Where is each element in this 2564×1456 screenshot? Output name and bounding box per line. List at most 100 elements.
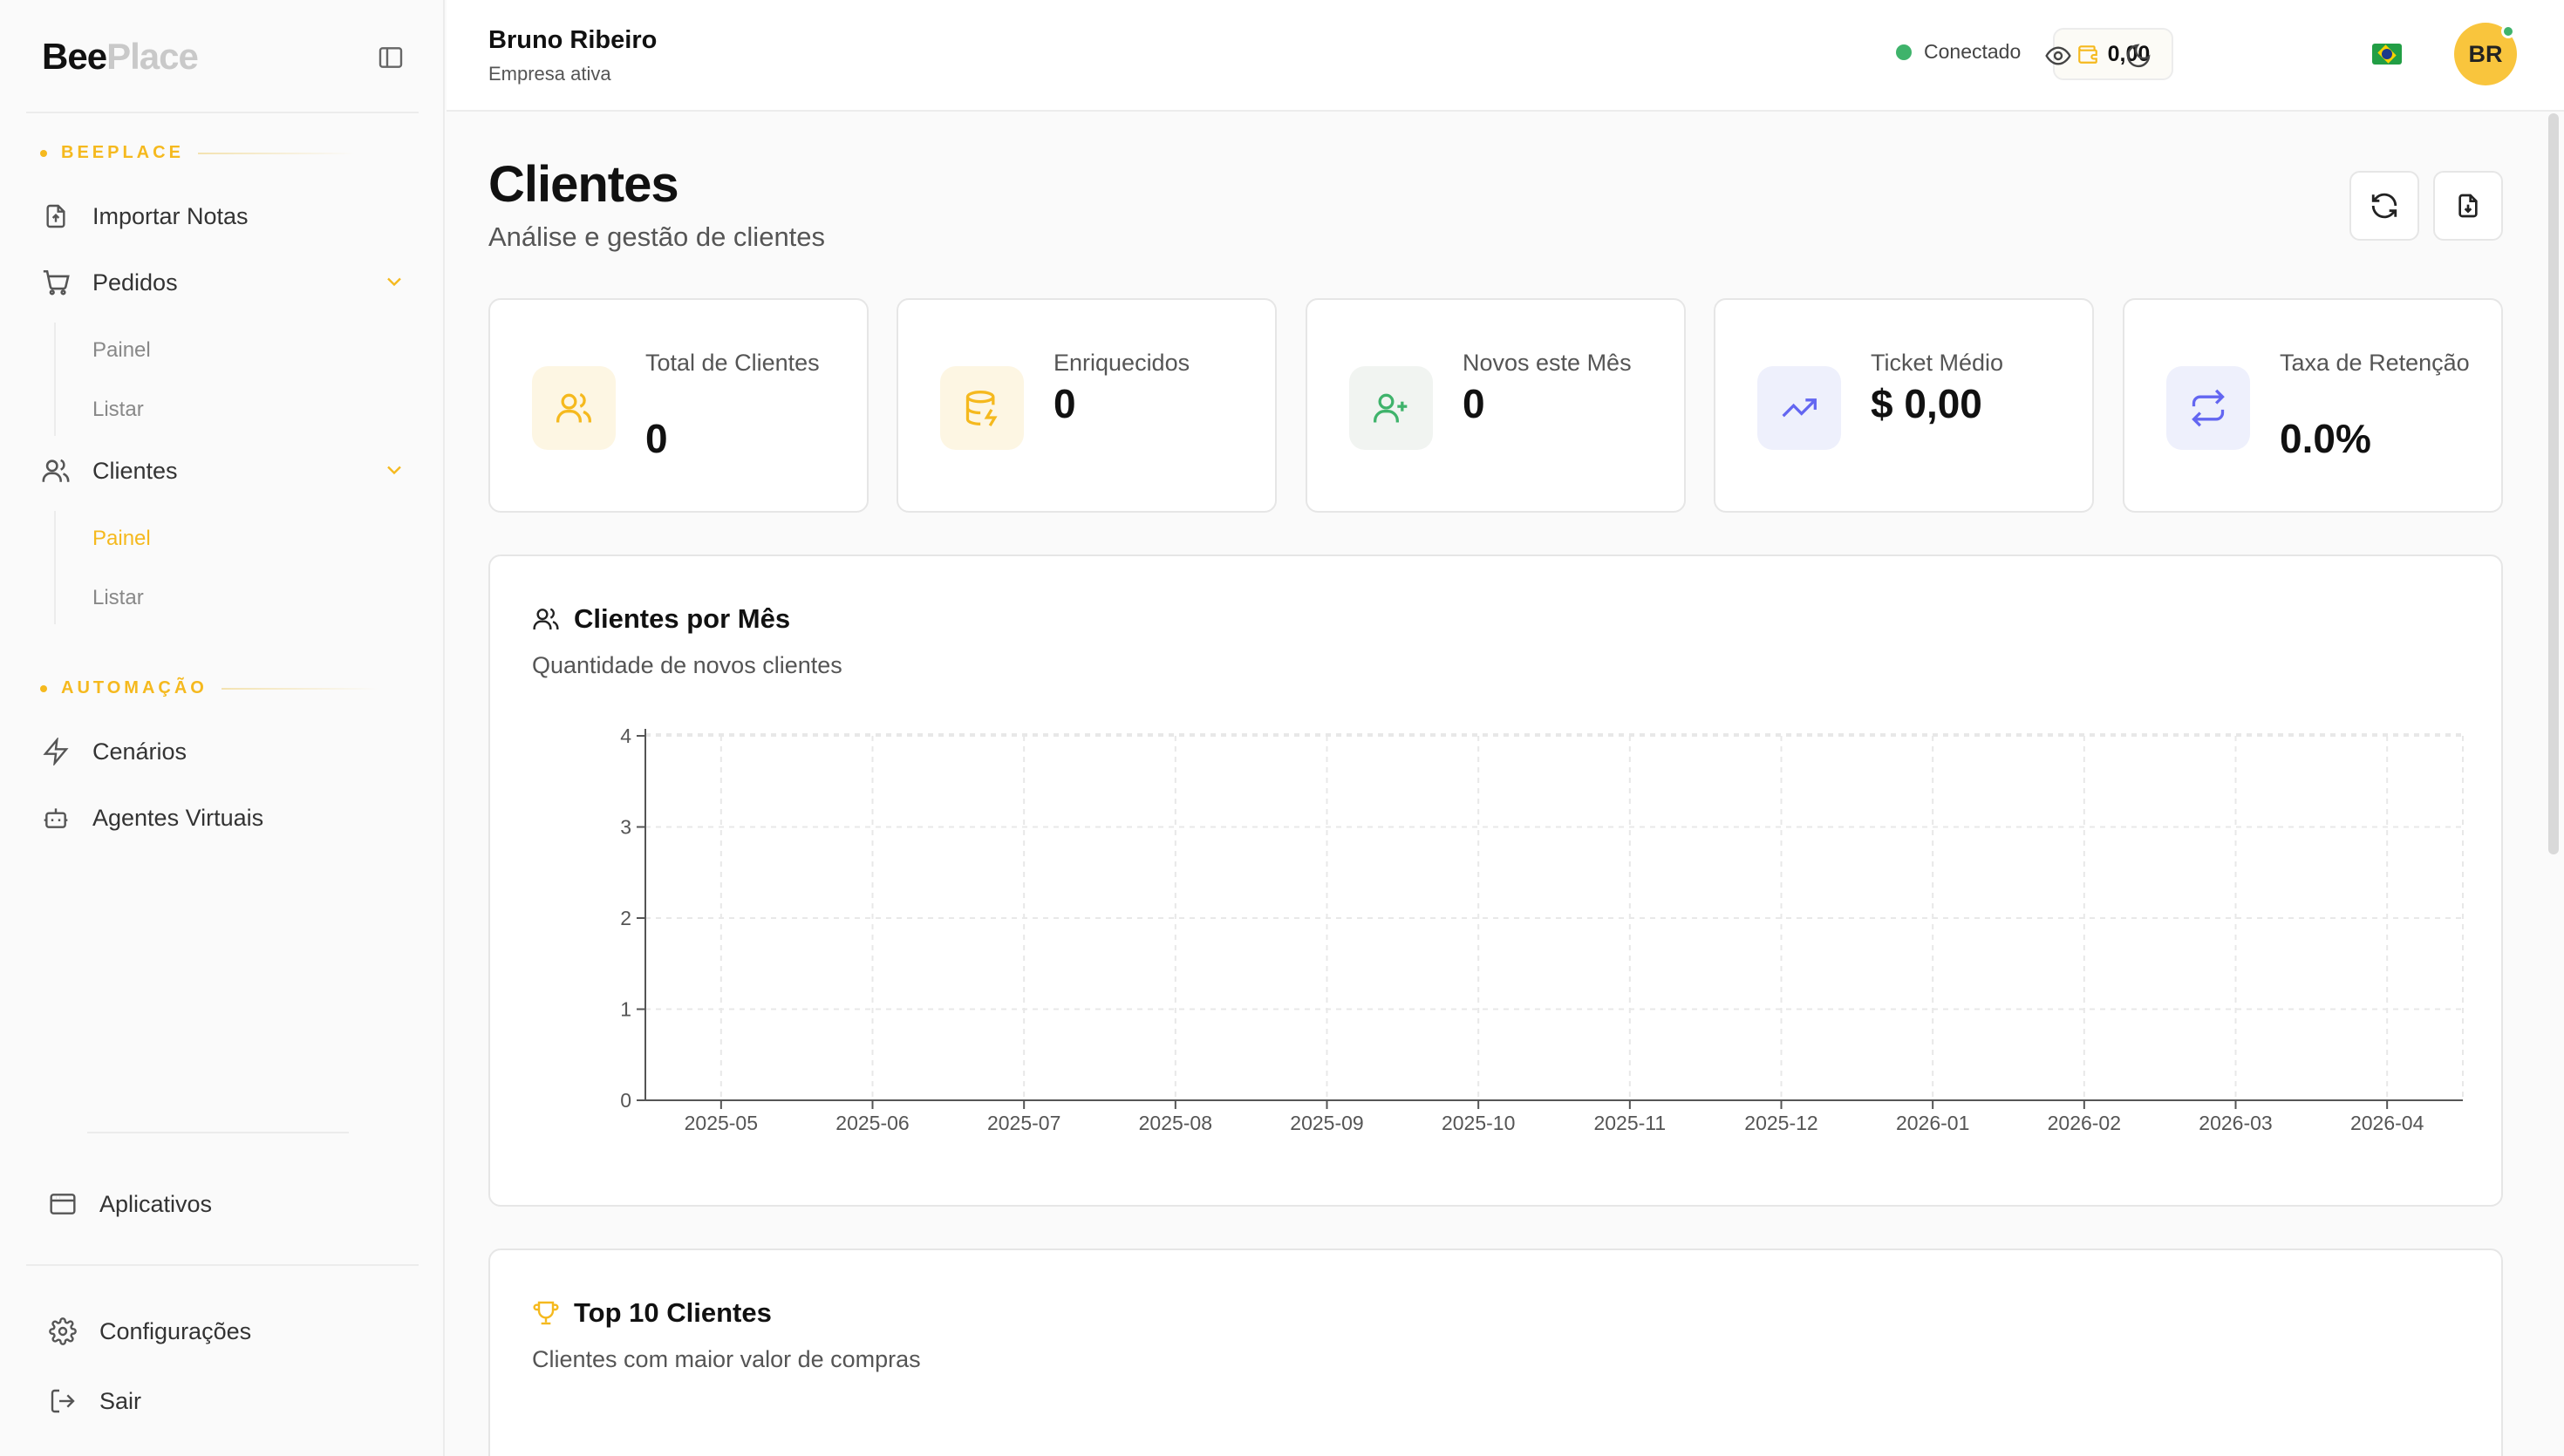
chart-subtitle: Quantidade de novos clientes	[532, 652, 842, 678]
y-tick-label: 2	[620, 907, 631, 929]
y-tick-label: 3	[620, 816, 631, 839]
stat-card-total-clientes: Total de Clientes 0	[488, 298, 869, 513]
sidebar-divider	[87, 1132, 349, 1133]
stat-label: Taxa de Retenção	[2280, 350, 2470, 376]
stat-label: Enriquecidos	[1054, 350, 1190, 376]
trophy-icon	[533, 1301, 559, 1325]
submenu-track	[54, 511, 56, 624]
refresh-icon	[2371, 193, 2397, 219]
stat-card-enriquecidos: Enriquecidos 0	[897, 298, 1277, 513]
stat-value: 0.0%	[2280, 416, 2371, 461]
sidebar-item-aplicativos[interactable]: Aplicativos	[47, 1180, 413, 1228]
panel-left-icon	[378, 47, 403, 68]
stat-label: Novos este Mês	[1463, 350, 1632, 376]
sidebar-divider	[26, 112, 419, 113]
sidebar-item-importar-notas[interactable]: Importar Notas	[40, 193, 406, 240]
x-tick-label: 2025-07	[987, 1112, 1060, 1134]
sidebar-item-label: Pedidos	[92, 269, 178, 296]
y-tick-label: 1	[620, 998, 631, 1021]
sidebar-divider	[26, 1264, 419, 1266]
wallet-icon	[2077, 45, 2097, 64]
top-clientes-title-text: Top 10 Clientes	[574, 1297, 772, 1328]
sidebar-item-sair[interactable]: Sair	[47, 1378, 413, 1425]
logo-text-place: Place	[106, 36, 199, 77]
connection-status: Conectado	[1896, 40, 2021, 64]
top-header: Bruno Ribeiro Empresa ativa Conectado 0,…	[447, 0, 2564, 112]
logo-text-bee: Bee	[42, 36, 107, 77]
wallet-balance-button[interactable]: 0,00	[2053, 28, 2173, 80]
stat-value: $ 0,00	[1871, 381, 1982, 426]
sidebar-subitem-pedidos-painel[interactable]: Painel	[92, 338, 151, 362]
database-zap-icon	[940, 366, 1024, 450]
chevron-down-icon[interactable]	[382, 269, 406, 300]
sidebar-item-configuracoes[interactable]: Configurações	[47, 1308, 413, 1355]
x-tick-label: 2025-09	[1290, 1112, 1363, 1134]
stat-value: 0	[645, 416, 668, 461]
moon-icon	[2126, 44, 2151, 68]
brazil-flag-icon[interactable]	[2372, 44, 2402, 65]
top-clientes-subtitle: Clientes com maior valor de compras	[532, 1346, 921, 1372]
x-tick-label: 2025-11	[1593, 1112, 1666, 1134]
sidebar-toggle-button[interactable]	[373, 40, 408, 75]
x-tick-label: 2025-05	[685, 1112, 758, 1134]
online-indicator	[2501, 24, 2515, 38]
clientes-por-mes-chart: 0 1 2 3 4 2025-05 2025-06 2025-07 2025-08 2025-09…	[620, 725, 2464, 1134]
gear-icon	[47, 1316, 78, 1347]
eye-icon	[2045, 46, 2071, 65]
logout-icon	[47, 1385, 78, 1417]
sidebar-item-clientes[interactable]: Clientes	[40, 447, 406, 494]
chart-panel-title: Clientes por Mês	[532, 603, 790, 635]
page-subtitle: Análise e gestão de clientes	[488, 221, 826, 252]
users-icon	[40, 455, 72, 486]
stat-card-ticket-medio: Ticket Médio $ 0,00	[1714, 298, 2094, 513]
stat-label: Total de Clientes	[645, 350, 820, 376]
avatar[interactable]: BR	[2454, 23, 2517, 85]
x-tick-label: 2025-10	[1442, 1112, 1515, 1134]
section-label-beeplace: BEEPLACE	[40, 143, 355, 163]
sidebar-item-label: Clientes	[92, 457, 178, 484]
theme-toggle-button[interactable]	[2119, 37, 2158, 75]
trending-up-icon	[1757, 366, 1841, 450]
sidebar-item-label: Importar Notas	[92, 202, 249, 229]
sidebar-subitem-pedidos-listar[interactable]: Listar	[92, 398, 144, 421]
visibility-toggle-button[interactable]	[2039, 37, 2077, 75]
stat-card-novos-mes: Novos este Mês 0	[1306, 298, 1686, 513]
y-tick-label: 0	[620, 1089, 631, 1112]
x-tick-label: 2025-12	[1744, 1112, 1817, 1134]
sidebar-subitem-clientes-painel[interactable]: Painel	[92, 527, 151, 550]
sidebar-item-pedidos[interactable]: Pedidos	[40, 259, 406, 306]
section-label-automacao: AUTOMAÇÃO	[40, 678, 378, 698]
export-button[interactable]	[2433, 171, 2503, 241]
x-tick-label: 2026-03	[2199, 1112, 2272, 1134]
user-name: Bruno Ribeiro	[488, 26, 658, 54]
sidebar-item-label: Cenários	[92, 738, 188, 765]
sidebar-item-agentes-virtuais[interactable]: Agentes Virtuais	[40, 794, 406, 841]
user-plus-icon	[1349, 366, 1433, 450]
shopping-cart-icon	[40, 267, 72, 298]
users-icon	[533, 608, 559, 629]
sidebar-item-cenarios[interactable]: Cenários	[40, 728, 406, 775]
stat-card-taxa-retencao: Taxa de Retenção 0.0%	[2123, 298, 2503, 513]
chevron-down-icon[interactable]	[382, 458, 406, 488]
file-upload-icon	[40, 201, 72, 232]
repeat-icon	[2166, 366, 2250, 450]
stat-value: 0	[1463, 381, 1485, 426]
page-scrollbar[interactable]	[2548, 113, 2559, 854]
sidebar-subitem-clientes-listar[interactable]: Listar	[92, 586, 144, 609]
x-tick-label: 2025-08	[1139, 1112, 1212, 1134]
x-tick-label: 2026-01	[1896, 1112, 1969, 1134]
chart-panel-clientes-por-mes: Clientes por Mês Quantidade de novos cli…	[488, 555, 2503, 1207]
status-dot-icon	[1896, 44, 1912, 60]
bot-icon	[40, 802, 72, 833]
zap-icon	[40, 736, 72, 767]
sidebar-item-label: Aplicativos	[99, 1190, 213, 1217]
top-clientes-panel: Top 10 Clientes Clientes com maior valor…	[488, 1248, 2503, 1456]
submenu-track	[54, 323, 56, 436]
refresh-button[interactable]	[2349, 171, 2419, 241]
top-clientes-title: Top 10 Clientes	[532, 1297, 772, 1329]
app-window-icon	[47, 1188, 78, 1220]
logo[interactable]: Bee Place	[42, 35, 199, 78]
sidebar: Bee Place BEEPLACE Importar Notas Pedidos…	[0, 0, 445, 1456]
status-label: Conectado	[1924, 40, 2022, 63]
sidebar-item-label: Agentes Virtuais	[92, 804, 264, 831]
